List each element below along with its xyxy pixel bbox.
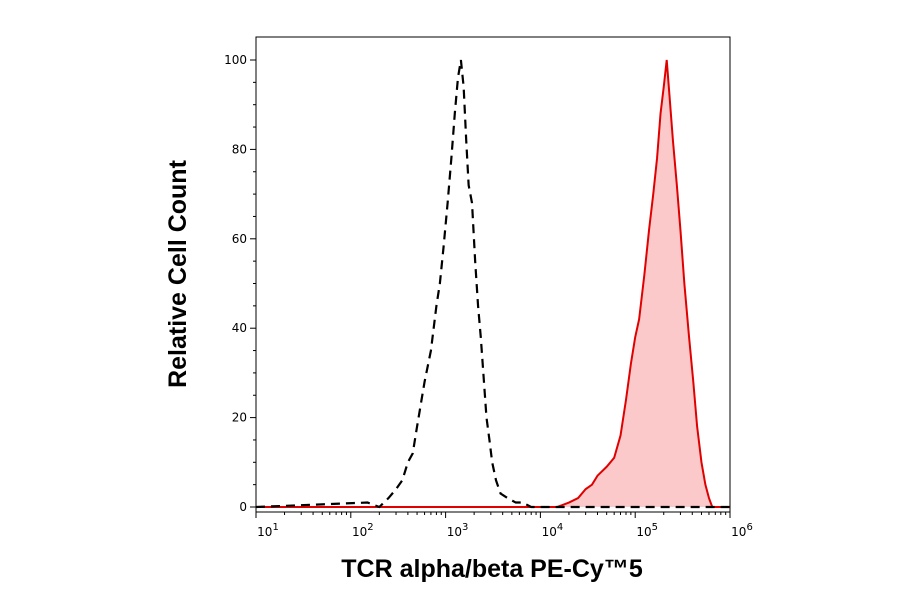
x-tick-label: 103: [447, 522, 469, 539]
y-tick-label: 0: [239, 500, 247, 514]
y-tick-label: 60: [232, 232, 247, 246]
x-axis-title: TCR alpha/beta PE-Cy™5: [341, 555, 643, 583]
y-tick-label: 80: [232, 142, 247, 156]
axes-layer: 0 20 40 60 80 100 101 102 103 104 105 106: [224, 53, 753, 539]
y-tick-label: 40: [232, 321, 247, 335]
x-tick-label: 105: [636, 522, 658, 539]
plot-frame: [255, 36, 731, 513]
y-axis-title: Relative Cell Count: [164, 159, 192, 387]
x-tick-label: 102: [352, 522, 374, 539]
x-tick-label: 101: [257, 522, 279, 539]
series-line-control: [255, 59, 730, 509]
x-tick-label: 106: [731, 522, 753, 539]
series-fill: [256, 60, 730, 507]
x-tick-label: 104: [542, 522, 564, 539]
y-tick-label: 100: [224, 53, 247, 67]
series-layer: [255, 59, 730, 509]
series-line-stained: [256, 59, 730, 508]
y-tick-label: 20: [232, 411, 247, 425]
